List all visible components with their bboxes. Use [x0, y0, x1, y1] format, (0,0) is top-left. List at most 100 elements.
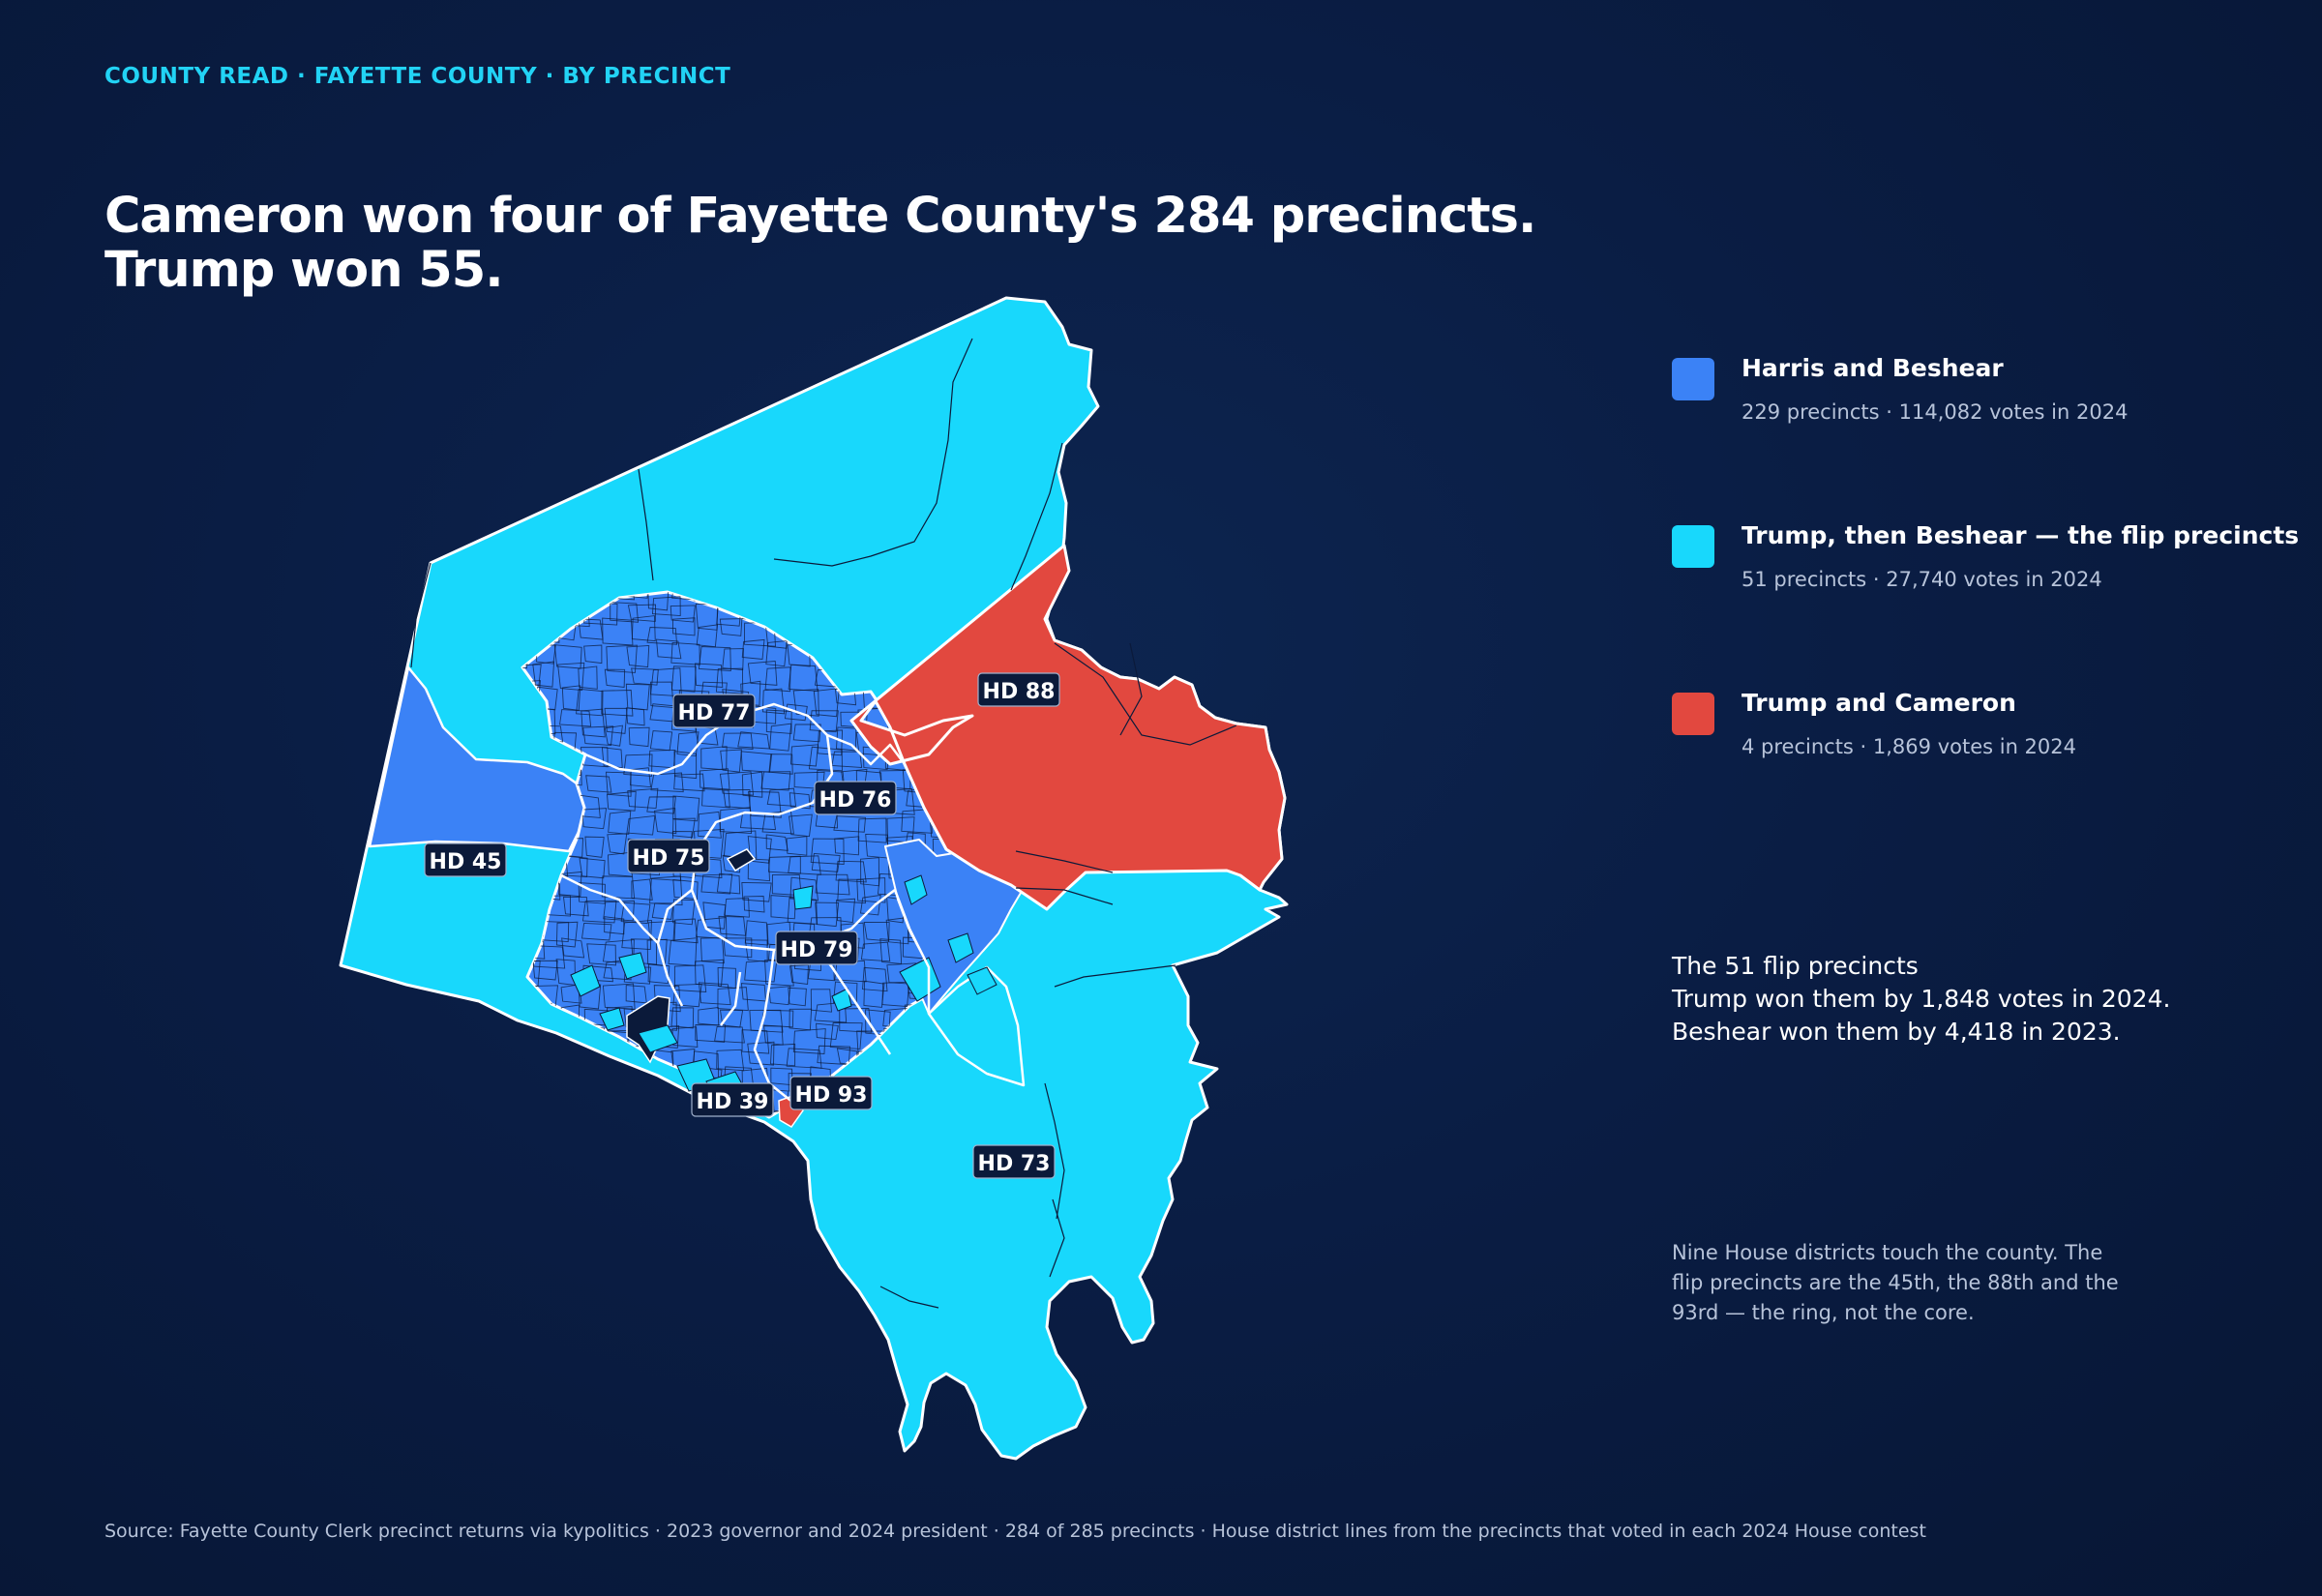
precinct-outline — [607, 833, 628, 855]
precinct-outline — [577, 1090, 606, 1108]
precinct-outline — [766, 787, 797, 807]
legend-swatch-harris-beshear — [1672, 358, 1714, 400]
precinct-outline — [789, 792, 811, 810]
precinct-outline — [579, 857, 606, 879]
precinct-outline — [620, 901, 651, 925]
precinct-outline — [770, 895, 796, 920]
legend-label: Trump, then Beshear — the flip precincts — [1742, 521, 2300, 549]
precinct-outline — [670, 665, 697, 693]
precinct-outline — [788, 987, 807, 1007]
precinct-outline — [606, 644, 638, 673]
precinct-outline — [722, 732, 754, 750]
hd-label-88-text: HD 88 — [983, 680, 1056, 704]
precinct-outline — [837, 878, 866, 904]
precinct-outline — [672, 918, 699, 944]
precinct-outline — [747, 661, 778, 686]
precinct-outline — [631, 878, 653, 901]
precinct-outline — [670, 1007, 695, 1029]
hd-label-77: HD 77 — [672, 694, 756, 728]
precinct-outline — [810, 989, 832, 1013]
precinct-outline — [789, 744, 819, 767]
precinct-outline — [649, 875, 683, 906]
precinct-outline — [724, 898, 750, 918]
inner-flip-precinct — [618, 952, 647, 980]
precinct-outline — [607, 790, 637, 812]
precinct-outline — [768, 986, 791, 1006]
precinct-outline — [631, 667, 659, 686]
precinct-outline — [608, 810, 632, 835]
hd-label-79: HD 79 — [775, 931, 858, 965]
precinct-outline — [574, 1065, 607, 1093]
precinct-outline — [555, 1045, 577, 1063]
precinct-outline — [580, 708, 606, 738]
precinct-outline — [626, 644, 650, 668]
house-district-line — [584, 702, 828, 776]
hd-label-76: HD 76 — [814, 781, 897, 815]
hd-label-75-text: HD 75 — [633, 846, 705, 871]
precinct-outline — [695, 917, 728, 939]
precinct-outline — [829, 1021, 863, 1049]
inner-flip-precinct — [638, 1024, 678, 1053]
hd73-inner-segment — [927, 965, 1026, 1087]
precinct-outline — [719, 618, 743, 636]
ring-precinct-line — [1015, 850, 1114, 873]
precinct-outline — [694, 663, 724, 688]
hd-label-93: HD 93 — [789, 1076, 873, 1110]
legend-item-trump-cameron: Trump and Cameron 4 precincts · 1,869 vo… — [1672, 689, 2310, 766]
precinct-outline — [578, 665, 598, 690]
precinct-outline — [698, 811, 722, 839]
precinct-outline — [578, 882, 606, 904]
precinct-outline — [764, 666, 791, 693]
precinct-outline — [714, 1025, 745, 1044]
inner-flip-precinct — [831, 988, 852, 1012]
precinct-outline — [815, 901, 840, 928]
precinct-outline — [559, 709, 592, 727]
precinct-outline — [604, 916, 625, 935]
precinct-outline — [833, 815, 866, 833]
inner-flip-precinct — [599, 1007, 625, 1031]
precinct-outline — [789, 964, 809, 985]
precinct-outline — [747, 858, 770, 882]
precinct-outline — [562, 896, 589, 917]
precinct-outline — [627, 787, 659, 810]
precinct-outline — [816, 1022, 839, 1041]
precinct-outline — [695, 1024, 726, 1043]
precinct-outline — [741, 771, 763, 798]
house-district-line — [893, 889, 931, 1014]
precinct-outline — [677, 1113, 701, 1117]
precinct-outline — [720, 749, 742, 773]
precinct-outline — [604, 724, 623, 747]
ring-precinct-lines — [410, 338, 1237, 1309]
precinct-outline — [627, 1115, 649, 1117]
legend-item-harris-beshear: Harris and Beshear 229 precincts · 114,0… — [1672, 354, 2310, 431]
precinct-outline — [765, 639, 788, 667]
precinct-outline — [604, 1094, 627, 1117]
precinct-outline — [576, 688, 604, 717]
ring-precinct-line — [1015, 887, 1114, 905]
precinct-outline — [561, 937, 585, 959]
precinct-outline — [769, 723, 792, 752]
precinct-outline — [859, 894, 881, 916]
precinct-outline — [553, 1090, 575, 1114]
ring-precinct-line — [1044, 1082, 1065, 1220]
precinct-outline — [765, 834, 789, 851]
ring-precinct-line — [1010, 442, 1063, 591]
precinct-outline — [627, 604, 657, 622]
precinct-outline — [532, 661, 555, 688]
inner-flip-precinct — [899, 957, 941, 1002]
precinct-outline — [761, 810, 794, 835]
precinct-outline — [741, 882, 772, 902]
precinct-outline — [621, 919, 652, 951]
headline-line-2: Trump won 55. — [104, 242, 504, 299]
legend-item-trump-beshear: Trump, then Beshear — the flip precincts… — [1672, 521, 2310, 599]
precinct-outline — [768, 754, 793, 775]
precinct-outline — [901, 809, 933, 834]
precinct-outline — [885, 916, 909, 945]
inner-flip-precinct — [904, 874, 928, 905]
precinct-outline — [737, 731, 770, 750]
precinct-outline — [698, 646, 731, 671]
precinct-outline — [835, 860, 867, 883]
hd-label-45: HD 45 — [424, 842, 507, 877]
legend-label: Harris and Beshear — [1742, 354, 2004, 382]
precinct-outline — [532, 960, 558, 981]
